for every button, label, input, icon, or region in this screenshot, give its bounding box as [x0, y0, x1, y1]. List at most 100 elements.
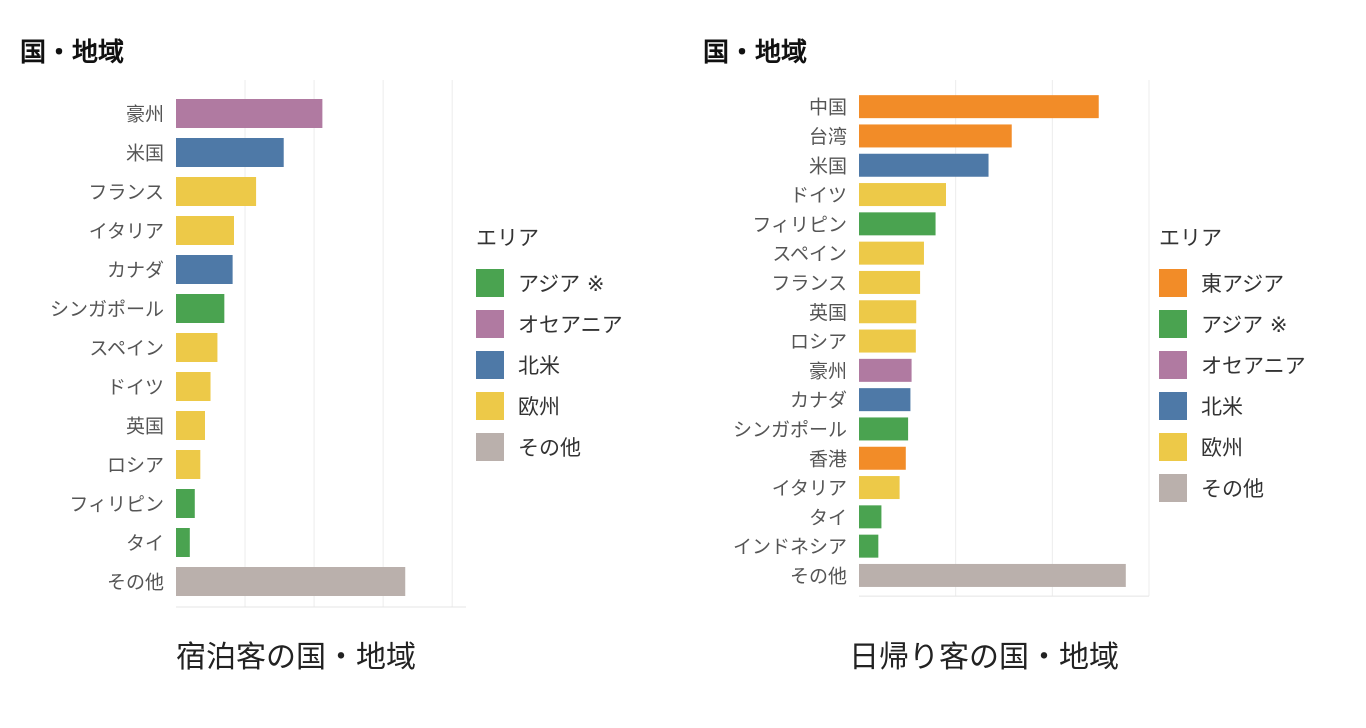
bar-その他	[176, 567, 406, 596]
legend-title: エリア	[1159, 226, 1222, 250]
legend-item: オセアニア	[1159, 344, 1306, 385]
bar-イタリア	[176, 216, 234, 245]
bar-英国	[859, 300, 917, 324]
category-label: ドイツ	[790, 185, 847, 207]
bar-シンガポール	[176, 294, 225, 323]
bar-英国	[176, 411, 205, 440]
bar-フランス	[859, 270, 921, 294]
category-label: その他	[790, 565, 847, 587]
legend-swatch	[476, 309, 504, 338]
chart-panel-daytrip: 国・地域 中国 台湾 米国 ドイツ フィリピン スペイン フランス 英国 ロシア 豪州 カナダ シンガ…	[683, 0, 1366, 728]
chart-caption: 日帰り客の国・地域	[849, 640, 1119, 675]
bar-中国	[859, 95, 1099, 119]
legend-label: 欧州	[518, 394, 560, 419]
legend-label: アジア ※	[518, 271, 605, 296]
bar-フィリピン	[176, 489, 195, 518]
legend-swatch	[476, 350, 504, 379]
bar-フランス	[176, 177, 257, 206]
bar-豪州	[176, 99, 323, 128]
legend-item: アジア ※	[1159, 303, 1306, 344]
bar-ロシア	[859, 329, 916, 353]
category-label: シンガポール	[50, 299, 164, 321]
legend-swatch	[1159, 432, 1187, 461]
category-label: インドネシア	[733, 536, 847, 558]
legend-item: その他	[476, 426, 623, 467]
bar-インドネシア	[859, 534, 879, 558]
category-label: ドイツ	[107, 377, 164, 399]
category-label: タイ	[809, 507, 847, 529]
category-label: 豪州	[126, 104, 164, 126]
category-label: タイ	[126, 533, 164, 555]
legend-label: オセアニア	[1201, 353, 1306, 378]
chart-panel-stay: 国・地域 豪州米国フランスイタリアカナダシンガポールスペインドイツ英国ロシアフィ…	[20, 38, 623, 675]
category-label: ロシア	[107, 455, 164, 477]
bar-スペイン	[176, 333, 218, 362]
category-label: 中国	[809, 97, 847, 119]
bar-タイ	[176, 528, 190, 557]
legend-label: 東アジア	[1201, 271, 1285, 296]
legend-label: 北米	[1201, 394, 1243, 419]
category-label: 豪州	[809, 360, 847, 382]
category-label: 英国	[126, 416, 164, 438]
legend-item: 北米	[476, 344, 623, 385]
legend-swatch	[1159, 473, 1187, 502]
category-label: 台湾	[809, 126, 847, 148]
legend-item: 欧州	[476, 385, 623, 426]
legend-label: その他	[1201, 476, 1264, 501]
legend-label: オセアニア	[518, 312, 623, 337]
legend-label: 欧州	[1201, 435, 1243, 460]
legend-item: 欧州	[1159, 426, 1306, 467]
category-label: 米国	[126, 143, 164, 165]
bar-シンガポール	[859, 417, 909, 441]
category-label: 香港	[809, 448, 847, 470]
legend: エリア 東アジアアジア ※ オセアニア北米欧州その他	[1159, 222, 1306, 508]
legend: エリア アジア ※ オセアニア北米欧州その他	[476, 222, 623, 467]
category-label: フィリピン	[752, 214, 847, 236]
category-label: シンガポール	[733, 419, 847, 441]
legend-item: 東アジア	[1159, 262, 1306, 303]
bar-カナダ	[859, 388, 911, 412]
bar-スペイン	[859, 241, 924, 265]
category-label: スペイン	[772, 243, 847, 265]
bar-米国	[859, 153, 989, 177]
bar-その他	[859, 563, 1126, 587]
category-label: ロシア	[790, 331, 847, 353]
bar-豪州	[859, 358, 912, 382]
bar-ドイツ	[859, 183, 946, 207]
legend-item: アジア ※	[476, 262, 623, 303]
legend-label: 北米	[518, 353, 560, 378]
legend-item: 北米	[1159, 385, 1306, 426]
bar-イタリア	[859, 476, 900, 500]
bar-chart-daytrip: 中国台湾米国ドイツフィリピンスペインフランス英国ロシア豪州カナダシンガポール香港…	[733, 80, 1150, 597]
legend-swatch	[476, 268, 504, 297]
category-label: スペイン	[89, 338, 164, 360]
legend-item: オセアニア	[476, 303, 623, 344]
chart-heading: 国・地域	[703, 38, 808, 68]
legend-label: アジア ※	[1201, 312, 1288, 337]
bar-chart-stay: 豪州米国フランスイタリアカナダシンガポールスペインドイツ英国ロシアフィリピンタイ…	[50, 80, 466, 608]
category-label: イタリア	[89, 221, 164, 243]
legend-swatch	[476, 432, 504, 461]
category-label: フィリピン	[69, 494, 164, 516]
category-label: 米国	[809, 155, 847, 177]
legend-label: その他	[518, 435, 581, 460]
category-label: イタリア	[772, 478, 847, 500]
bar-台湾	[859, 124, 1012, 148]
legend-swatch	[1159, 268, 1187, 297]
bar-米国	[176, 138, 284, 167]
legend-item: その他	[1159, 467, 1306, 508]
bar-ロシア	[176, 450, 201, 479]
bar-タイ	[859, 505, 882, 529]
category-label: フランス	[88, 182, 164, 204]
legend-swatch	[1159, 309, 1187, 338]
bar-ドイツ	[176, 372, 211, 401]
chart-caption: 宿泊客の国・地域	[176, 640, 416, 675]
category-label: フランス	[771, 272, 847, 294]
bar-香港	[859, 446, 906, 470]
category-label: 英国	[809, 302, 847, 324]
category-label: カナダ	[107, 260, 164, 282]
chart-heading: 国・地域	[20, 38, 125, 68]
legend-swatch	[1159, 391, 1187, 420]
legend-title: エリア	[476, 226, 539, 250]
bar-フィリピン	[859, 212, 936, 236]
